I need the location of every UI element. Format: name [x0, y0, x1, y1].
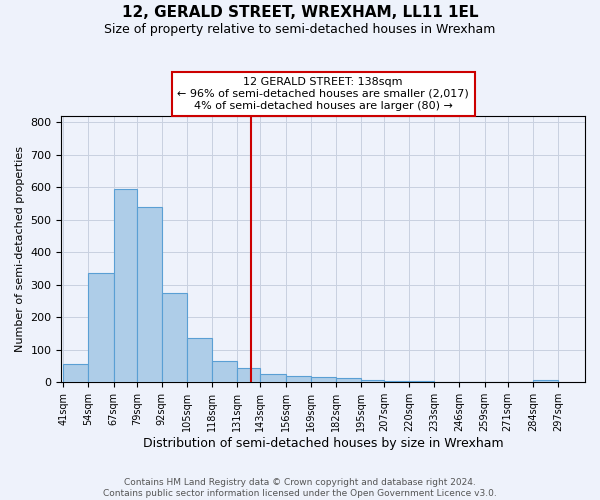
Bar — [88, 274, 113, 382]
Bar — [336, 378, 361, 382]
Text: 12, GERALD STREET, WREXHAM, LL11 1EL: 12, GERALD STREET, WREXHAM, LL11 1EL — [122, 5, 478, 20]
X-axis label: Distribution of semi-detached houses by size in Wrexham: Distribution of semi-detached houses by … — [143, 437, 503, 450]
Bar — [212, 361, 237, 382]
Bar — [113, 189, 137, 382]
Bar — [162, 293, 187, 382]
Bar — [187, 338, 212, 382]
Bar — [384, 380, 409, 382]
Bar — [64, 364, 88, 382]
Bar — [137, 207, 162, 382]
Bar — [260, 374, 286, 382]
Y-axis label: Number of semi-detached properties: Number of semi-detached properties — [15, 146, 25, 352]
Text: 12 GERALD STREET: 138sqm
← 96% of semi-detached houses are smaller (2,017)
4% of: 12 GERALD STREET: 138sqm ← 96% of semi-d… — [178, 78, 469, 110]
Bar — [361, 380, 384, 382]
Bar — [286, 376, 311, 382]
Bar — [311, 378, 336, 382]
Text: Size of property relative to semi-detached houses in Wrexham: Size of property relative to semi-detach… — [104, 22, 496, 36]
Bar — [237, 368, 260, 382]
Bar — [409, 380, 434, 382]
Bar — [533, 380, 558, 382]
Text: Contains HM Land Registry data © Crown copyright and database right 2024.
Contai: Contains HM Land Registry data © Crown c… — [103, 478, 497, 498]
